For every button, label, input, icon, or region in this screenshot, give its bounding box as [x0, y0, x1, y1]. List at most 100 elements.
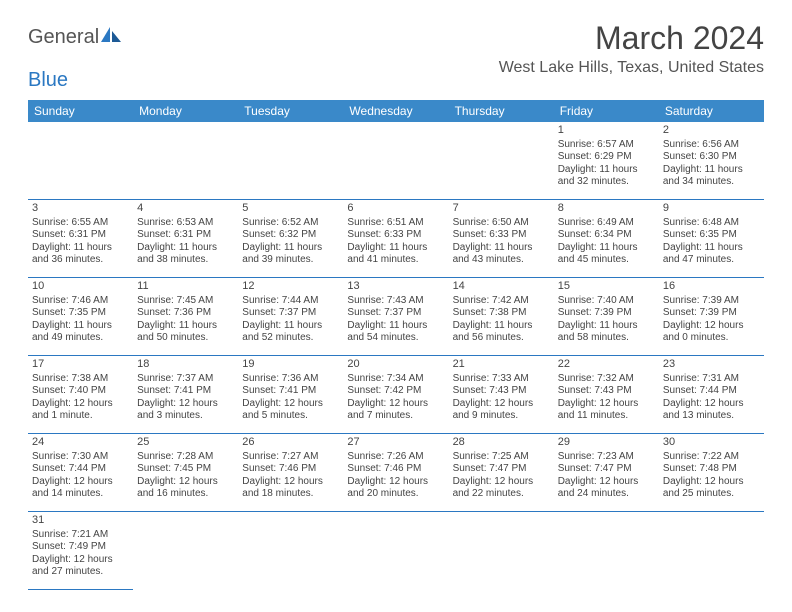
daylight-line-1: Daylight: 11 hours [242, 242, 339, 255]
day-cell: 10Sunrise: 7:46 AMSunset: 7:35 PMDayligh… [28, 278, 133, 356]
day-cell: 22Sunrise: 7:32 AMSunset: 7:43 PMDayligh… [554, 356, 659, 434]
daylight-line-1: Daylight: 12 hours [663, 320, 760, 333]
sunset-line: Sunset: 7:37 PM [242, 307, 339, 320]
daylight-line-2: and 45 minutes. [558, 254, 655, 267]
day-number: 25 [137, 436, 234, 450]
day-cell: 5Sunrise: 6:52 AMSunset: 6:32 PMDaylight… [238, 200, 343, 278]
daylight-line-1: Daylight: 12 hours [453, 398, 550, 411]
sunset-line: Sunset: 7:48 PM [663, 463, 760, 476]
sunset-line: Sunset: 7:42 PM [347, 385, 444, 398]
sunrise-line: Sunrise: 7:37 AM [137, 373, 234, 386]
daylight-line-1: Daylight: 12 hours [663, 398, 760, 411]
daylight-line-1: Daylight: 12 hours [242, 398, 339, 411]
daylight-line-2: and 54 minutes. [347, 332, 444, 345]
daylight-line-2: and 18 minutes. [242, 488, 339, 501]
day-number: 5 [242, 202, 339, 216]
sunrise-line: Sunrise: 6:49 AM [558, 217, 655, 230]
sunset-line: Sunset: 7:47 PM [453, 463, 550, 476]
day-header-sunday: Sunday [28, 100, 133, 122]
daylight-line-2: and 58 minutes. [558, 332, 655, 345]
sunset-line: Sunset: 7:43 PM [453, 385, 550, 398]
daylight-line-1: Daylight: 11 hours [453, 320, 550, 333]
daylight-line-2: and 52 minutes. [242, 332, 339, 345]
day-cell: 13Sunrise: 7:43 AMSunset: 7:37 PMDayligh… [343, 278, 448, 356]
sunrise-line: Sunrise: 7:28 AM [137, 451, 234, 464]
daylight-line-2: and 41 minutes. [347, 254, 444, 267]
day-cell: 12Sunrise: 7:44 AMSunset: 7:37 PMDayligh… [238, 278, 343, 356]
sunset-line: Sunset: 7:36 PM [137, 307, 234, 320]
day-cell: 30Sunrise: 7:22 AMSunset: 7:48 PMDayligh… [659, 434, 764, 512]
daylight-line-1: Daylight: 11 hours [137, 242, 234, 255]
daylight-line-1: Daylight: 11 hours [663, 164, 760, 177]
sunrise-line: Sunrise: 7:46 AM [32, 295, 129, 308]
daylight-line-1: Daylight: 12 hours [32, 476, 129, 489]
day-cell: 9Sunrise: 6:48 AMSunset: 6:35 PMDaylight… [659, 200, 764, 278]
day-cell: 14Sunrise: 7:42 AMSunset: 7:38 PMDayligh… [449, 278, 554, 356]
day-header-wednesday: Wednesday [343, 100, 448, 122]
calendar-body: 1Sunrise: 6:57 AMSunset: 6:29 PM Daylight… [28, 122, 764, 590]
sunrise-line: Sunrise: 7:42 AM [453, 295, 550, 308]
location: West Lake Hills, Texas, United States [499, 59, 764, 77]
daylight-line-2: and 47 minutes. [663, 254, 760, 267]
day-header-row: SundayMondayTuesdayWednesdayThursdayFrid… [28, 100, 764, 122]
month-title: March 2024 [499, 20, 764, 57]
sunrise-line: Sunrise: 6:50 AM [453, 217, 550, 230]
day-number: 24 [32, 436, 129, 450]
sunset-line: Sunset: 6:33 PM [347, 229, 444, 242]
day-cell: 4Sunrise: 6:53 AMSunset: 6:31 PMDaylight… [133, 200, 238, 278]
sail-icon [101, 27, 123, 45]
day-cell: 31Sunrise: 7:21 AMSunset: 7:49 PMDayligh… [28, 512, 133, 590]
sunset-line: Sunset: 7:35 PM [32, 307, 129, 320]
daylight-line-1: Daylight: 11 hours [347, 320, 444, 333]
day-cell: 21Sunrise: 7:33 AMSunset: 7:43 PMDayligh… [449, 356, 554, 434]
day-header-saturday: Saturday [659, 100, 764, 122]
day-cell: 19Sunrise: 7:36 AMSunset: 7:41 PMDayligh… [238, 356, 343, 434]
daylight-line-2: and 7 minutes. [347, 410, 444, 423]
day-number: 9 [663, 202, 760, 216]
sunrise-line: Sunrise: 7:38 AM [32, 373, 129, 386]
daylight-line-2: and 25 minutes. [663, 488, 760, 501]
empty-cell [449, 122, 554, 200]
sunrise-line: Sunrise: 6:56 AM [663, 139, 760, 152]
sunrise-line: Sunrise: 7:31 AM [663, 373, 760, 386]
day-cell: 6Sunrise: 6:51 AMSunset: 6:33 PMDaylight… [343, 200, 448, 278]
day-number: 28 [453, 436, 550, 450]
sunrise-line: Sunrise: 7:43 AM [347, 295, 444, 308]
week-row: 24Sunrise: 7:30 AMSunset: 7:44 PMDayligh… [28, 434, 764, 512]
sunset-line: Sunset: 7:38 PM [453, 307, 550, 320]
daylight-line-2: and 11 minutes. [558, 410, 655, 423]
day-number: 1 [558, 124, 655, 138]
sunset-line: Sunset: 6:31 PM [32, 229, 129, 242]
sunrise-line: Sunrise: 7:25 AM [453, 451, 550, 464]
day-number: 15 [558, 280, 655, 294]
day-number: 16 [663, 280, 760, 294]
daylight-line-1: Daylight: 12 hours [663, 476, 760, 489]
sunrise-line: Sunrise: 7:27 AM [242, 451, 339, 464]
daylight-line-1: Daylight: 11 hours [558, 242, 655, 255]
sunrise-line: Sunrise: 6:57 AM [558, 139, 655, 152]
empty-cell [238, 512, 343, 590]
daylight-line-2: and 27 minutes. [32, 566, 129, 579]
empty-cell [133, 512, 238, 590]
sunset-line: Sunset: 7:41 PM [137, 385, 234, 398]
daylight-line-2: and 1 minute. [32, 410, 129, 423]
sunrise-line: Sunrise: 7:33 AM [453, 373, 550, 386]
day-cell: 7Sunrise: 6:50 AMSunset: 6:33 PMDaylight… [449, 200, 554, 278]
daylight-line-2: and 56 minutes. [453, 332, 550, 345]
daylight-line-1: Daylight: 12 hours [558, 398, 655, 411]
sunrise-line: Sunrise: 7:23 AM [558, 451, 655, 464]
day-number: 29 [558, 436, 655, 450]
calendar-table: SundayMondayTuesdayWednesdayThursdayFrid… [28, 100, 764, 590]
day-number: 13 [347, 280, 444, 294]
sunset-line: Sunset: 7:37 PM [347, 307, 444, 320]
sunset-line: Sunset: 7:39 PM [663, 307, 760, 320]
day-number: 12 [242, 280, 339, 294]
daylight-line-1: Daylight: 11 hours [347, 242, 444, 255]
sunset-line: Sunset: 6:29 PM [558, 151, 655, 164]
week-row: 31Sunrise: 7:21 AMSunset: 7:49 PMDayligh… [28, 512, 764, 590]
empty-cell [554, 512, 659, 590]
day-cell: 28Sunrise: 7:25 AMSunset: 7:47 PMDayligh… [449, 434, 554, 512]
week-row: 1Sunrise: 6:57 AMSunset: 6:29 PM Daylight… [28, 122, 764, 200]
day-cell: 8Sunrise: 6:49 AMSunset: 6:34 PMDaylight… [554, 200, 659, 278]
sunrise-line: Sunrise: 7:22 AM [663, 451, 760, 464]
